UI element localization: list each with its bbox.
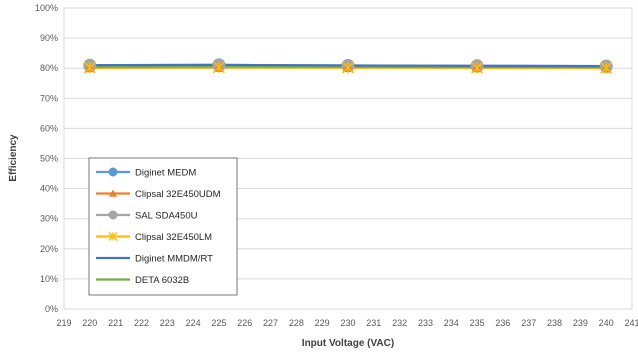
x-tick-label: 238 — [547, 318, 562, 328]
data-point — [342, 61, 354, 74]
x-tick-label: 228 — [289, 318, 304, 328]
y-tick-label: 80% — [40, 63, 58, 73]
x-tick-label: 233 — [418, 318, 433, 328]
x-tick-label: 224 — [186, 318, 201, 328]
x-tick-label: 236 — [495, 318, 510, 328]
x-tick-label: 230 — [340, 318, 355, 328]
legend-label: DETA 6032B — [135, 275, 189, 286]
y-axis-ticks: 0% 10% 20% 30% 40% 50% 60% 70% 80% 90% 100% — [35, 3, 58, 314]
y-tick-label: 70% — [40, 93, 58, 103]
x-tick-label: 229 — [315, 318, 330, 328]
x-tick-label: 223 — [160, 318, 175, 328]
legend-label: Diginet MMDM/RT — [135, 254, 213, 265]
data-point — [600, 61, 613, 74]
y-tick-label: 60% — [40, 123, 58, 133]
x-tick-label: 237 — [521, 318, 536, 328]
legend-label: Clipsal 32E450UDM — [135, 189, 221, 200]
x-tick-label: 226 — [237, 318, 252, 328]
legend-label: SAL SDA450U — [135, 211, 198, 222]
data-point — [471, 61, 484, 74]
data-point — [108, 210, 118, 220]
data-point — [108, 232, 118, 241]
y-tick-label: 20% — [40, 244, 58, 254]
x-tick-label: 235 — [470, 318, 485, 328]
legend: Diginet MEDM Clipsal 32E450UDM SAL SDA450U… — [88, 157, 238, 296]
x-tick-label: 220 — [82, 318, 97, 328]
x-tick-label: 232 — [392, 318, 407, 328]
y-tick-label: 0% — [45, 304, 58, 314]
x-tick-label: 219 — [56, 318, 71, 328]
legend-box — [88, 157, 238, 296]
data-point — [108, 167, 118, 177]
data-point — [212, 61, 225, 74]
y-tick-label: 10% — [40, 274, 58, 284]
x-axis-title: Input Voltage (VAC) — [302, 338, 394, 349]
x-tick-label: 240 — [599, 318, 614, 328]
y-tick-label: 90% — [40, 33, 58, 43]
data-point — [109, 189, 117, 197]
y-tick-label: 30% — [40, 214, 58, 224]
y-tick-label: 100% — [35, 3, 58, 13]
x-tick-label: 221 — [108, 318, 123, 328]
x-tick-label: 241 — [624, 318, 638, 328]
legend-label: Diginet MEDM — [135, 168, 196, 179]
y-tick-label: 40% — [40, 184, 58, 194]
x-tick-label: 239 — [573, 318, 588, 328]
legend-label: Clipsal 32E450LM — [135, 232, 212, 243]
x-tick-label: 222 — [134, 318, 149, 328]
x-axis-ticks: 219 220 221 222 223 224 225 226 227 228 229 230 231 2… — [56, 318, 638, 328]
x-tick-label: 225 — [211, 318, 226, 328]
y-axis-title: Efficiency — [8, 134, 19, 182]
x-tick-label: 227 — [263, 318, 278, 328]
x-tick-label: 234 — [444, 318, 459, 328]
y-tick-label: 50% — [40, 154, 58, 164]
data-point — [83, 61, 96, 74]
x-tick-label: 231 — [366, 318, 381, 328]
series-markers — [83, 58, 613, 74]
